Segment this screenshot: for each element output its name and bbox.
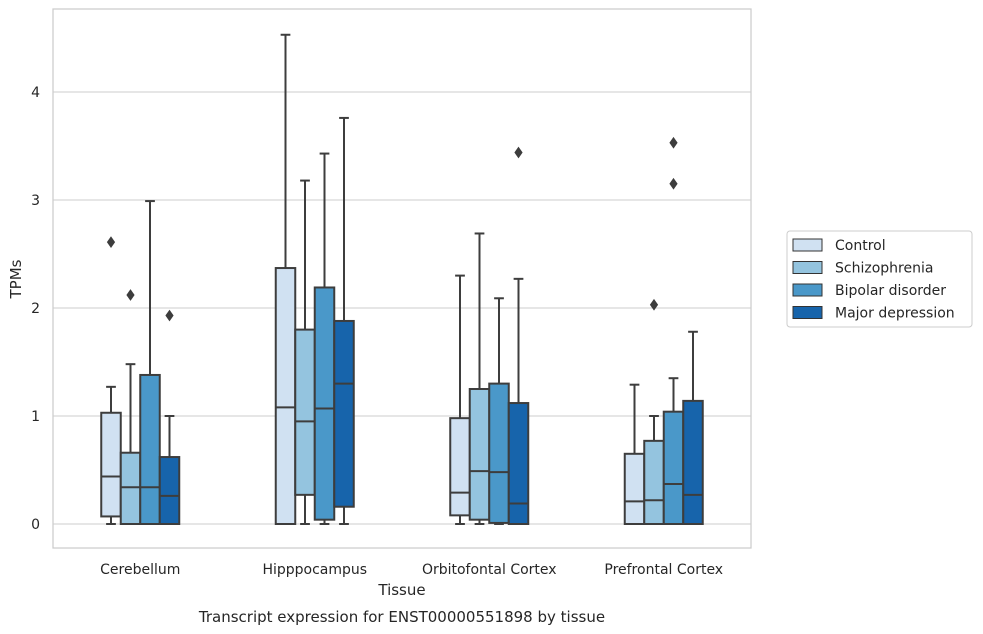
legend-swatch [792, 306, 823, 319]
y-axis-label: TPMs [7, 259, 25, 299]
box-body [507, 402, 530, 526]
outlier-point [106, 236, 116, 248]
y-tick-label: 1 [31, 409, 40, 425]
outlier-point [669, 136, 678, 149]
box-major-depression [682, 330, 704, 526]
box-major-depression [158, 309, 181, 526]
x-tick-label: Prefrontal Cortex [604, 562, 723, 578]
box-control [100, 236, 122, 525]
box-body [623, 452, 646, 525]
plot-frame [52, 8, 752, 549]
box-body [643, 439, 665, 525]
box-body [662, 410, 685, 525]
legend-item: Bipolar disorder [792, 283, 946, 299]
y-tick-label: 2 [31, 301, 40, 317]
legend-item: Major depression [792, 306, 955, 322]
legend-item: Control [792, 238, 886, 254]
box-schizophrenia [468, 232, 491, 525]
y-tick-label: 3 [31, 193, 40, 209]
box-body [158, 456, 181, 526]
legend-swatch [792, 238, 823, 252]
box-body [488, 382, 510, 524]
box-body [333, 319, 355, 508]
figure-caption: Transcript expression for ENST0000055189… [198, 608, 605, 626]
boxes-layer [100, 33, 704, 526]
legend-frame [786, 230, 973, 328]
box-control [623, 383, 646, 525]
legend-item: Schizophrenia [792, 261, 933, 277]
x-tick-labels: Cerebellum Hipppocampus Orbitofontal Corte… [100, 562, 723, 578]
box-body [100, 411, 122, 518]
legend: Control Schizophrenia Bipolar disorder Majo… [786, 230, 973, 328]
box-body [294, 328, 316, 496]
box-body [682, 399, 704, 526]
y-tick-labels: 0 1 2 3 4 [31, 85, 40, 533]
box-control [274, 33, 297, 526]
box-schizophrenia [643, 298, 665, 525]
box-bipolar-disorder [313, 152, 336, 525]
legend-swatch [792, 261, 823, 274]
box-bipolar-disorder [139, 200, 161, 525]
legend-label: Bipolar disorder [835, 283, 946, 299]
box-body [139, 373, 161, 525]
outlier-point [669, 177, 678, 190]
box-bipolar-disorder [662, 136, 685, 525]
legend-swatch [792, 283, 823, 297]
box-schizophrenia [119, 289, 142, 525]
outlier-point [514, 146, 523, 159]
x-tick-label: Cerebellum [100, 562, 180, 578]
y-tick-label: 4 [31, 85, 40, 101]
box-schizophrenia [294, 179, 316, 525]
box-body [449, 417, 471, 517]
box-control [449, 274, 471, 525]
x-tick-label: Hipppocampus [262, 562, 367, 578]
box-major-depression [333, 116, 355, 525]
x-axis-label: Tissue [377, 581, 425, 599]
outlier-point [649, 298, 659, 311]
box-body [274, 267, 297, 526]
box-body [119, 451, 142, 525]
box-body [313, 286, 336, 521]
legend-label: Schizophrenia [835, 261, 933, 277]
box-body [468, 388, 491, 521]
outlier-point [165, 309, 174, 322]
y-tick-label: 0 [31, 517, 40, 533]
box-major-depression [507, 146, 530, 526]
box-bipolar-disorder [488, 297, 510, 525]
x-tick-label: Orbitofontal Cortex [422, 562, 557, 578]
legend-label: Major depression [835, 306, 955, 322]
outlier-point [126, 289, 135, 301]
legend-label: Control [835, 238, 886, 254]
